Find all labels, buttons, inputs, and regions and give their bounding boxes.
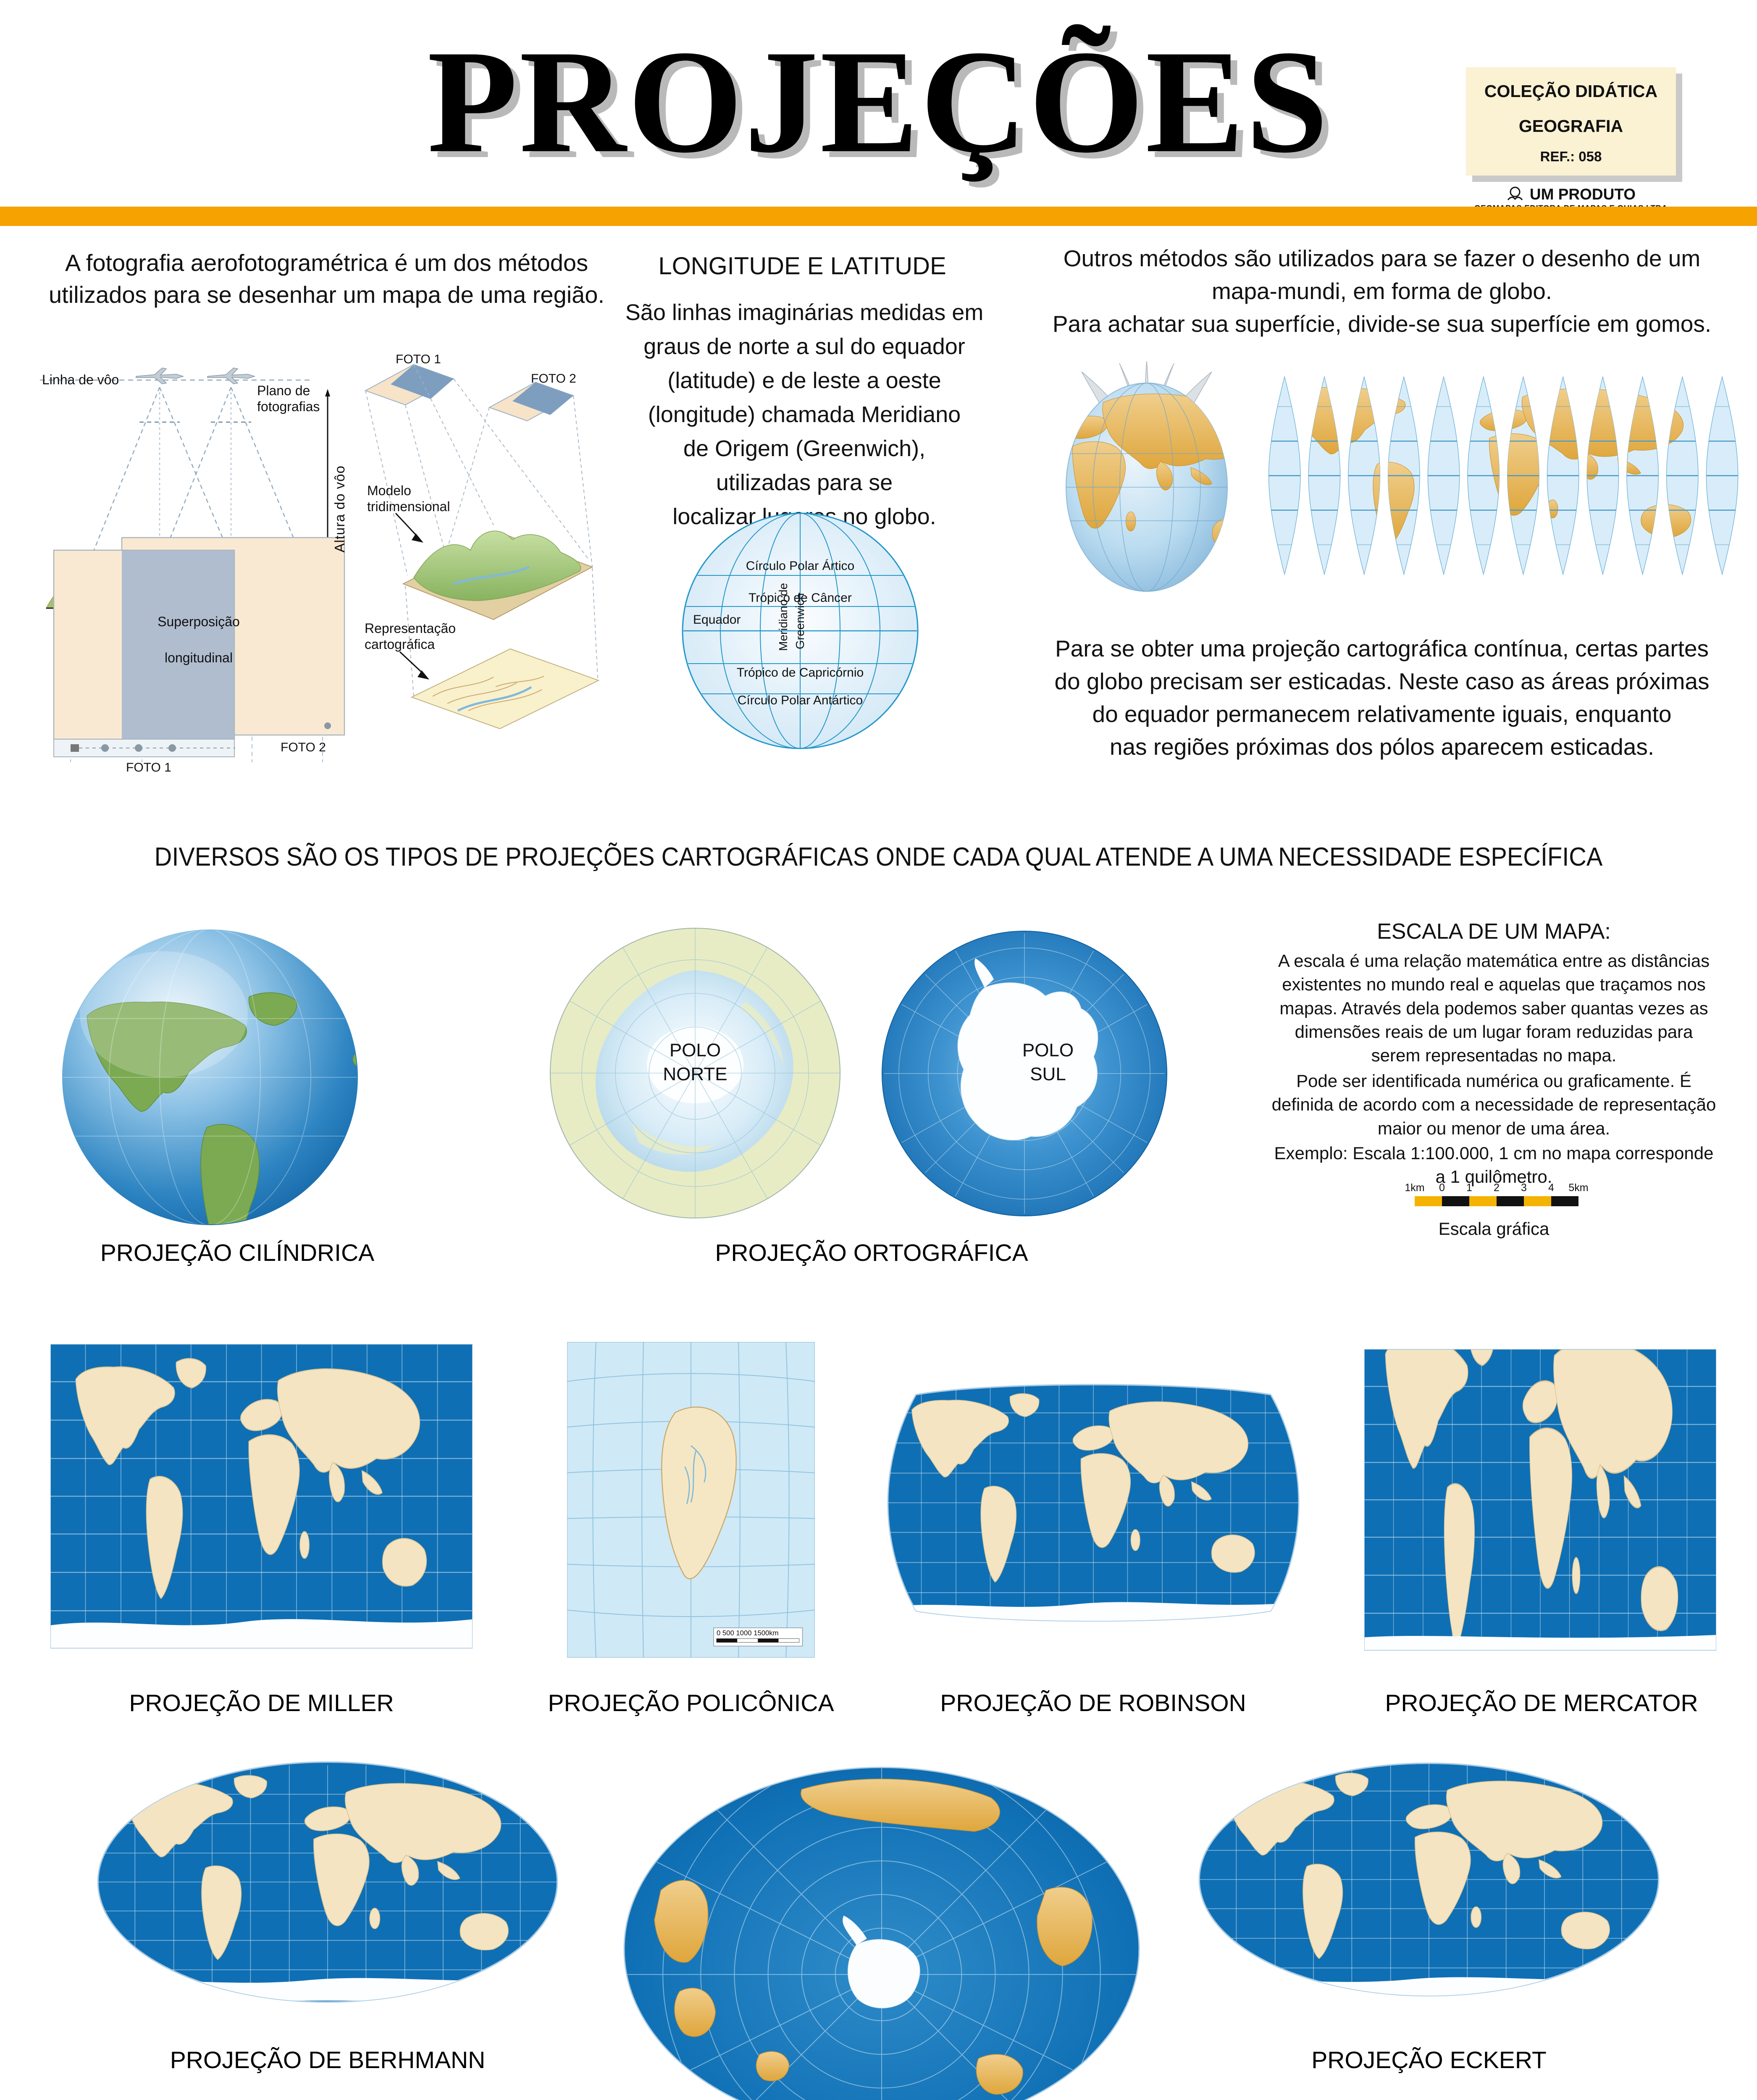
label-flight-height: Altura do vôo — [332, 465, 347, 553]
gores-paragraph-2: Para se obter uma projeção cartográfica … — [1054, 635, 1710, 760]
graphic-scale-bar: 1km 0 1 2 3 4 5km — [1405, 1182, 1589, 1206]
label-foto2-top: FOTO 2 — [531, 372, 576, 386]
eckert-projection-map — [1198, 1762, 1660, 1997]
label-proj-berhmann: PROJEÇÃO DE BERHMANN — [170, 2047, 486, 2074]
policonica-scale-text: 0 500 1000 1500km — [717, 1629, 779, 1637]
intro-text: A fotografia aerofotogramétrica é um dos… — [49, 249, 604, 308]
scale-tick: 2 — [1494, 1182, 1500, 1194]
scale-tick: 5km — [1568, 1182, 1589, 1194]
label-proj-policonica: PROJEÇÃO POLICÔNICA — [548, 1690, 834, 1717]
scale-tick: 3 — [1521, 1182, 1527, 1194]
label-equator: Equador — [693, 613, 741, 627]
orthographic-north-pole-globe — [550, 928, 840, 1218]
label-3d-model: Modelo tridimensional — [367, 483, 450, 514]
label-arctic-circle: Círculo Polar Ártico — [746, 559, 855, 573]
badge-ref: REF.: 058 — [1540, 149, 1602, 164]
label-greenwich-2: Greenwich — [793, 593, 806, 649]
latlong-globe-diagram — [682, 512, 919, 749]
label-tropic-cancer: Trópico de Câncer — [748, 591, 852, 605]
label-proj-robinson: PROJEÇÃO DE ROBINSON — [940, 1690, 1246, 1717]
scale-tick: 1km — [1405, 1182, 1425, 1194]
label-overlap-1: Superposição — [158, 614, 240, 629]
polyconic-projection-map: 0 500 1000 1500km — [567, 1342, 815, 1658]
escala-body-3: Exemplo: Escala 1:100.000, 1 cm no mapa … — [1274, 1143, 1714, 1187]
badge-line2: GEOGRAFIA — [1518, 116, 1623, 136]
latlong-title: LONGITUDE E LATITUDE — [658, 252, 946, 280]
label-foto1-top: FOTO 1 — [396, 352, 441, 366]
label-carto-representation: Representação cartográfica — [365, 621, 456, 652]
escala-caption: Escala gráfica — [1438, 1219, 1550, 1239]
label-greenwich-1: Meridiano de — [777, 583, 790, 651]
product-label: UM PRODUTO — [1529, 186, 1636, 203]
label-overlap-2: longitudinal — [165, 650, 233, 665]
label-polo-sul: POLO SUL — [1022, 1040, 1074, 1085]
label-proj-cilindrica: PROJEÇÃO CILÍNDRICA — [100, 1239, 375, 1266]
scale-tick: 1 — [1466, 1182, 1472, 1194]
label-polo-norte: POLO NORTE — [663, 1040, 727, 1085]
label-proj-ortografica: PROJEÇÃO ORTOGRÁFICA — [715, 1239, 1028, 1266]
miller-projection-map — [50, 1344, 473, 1648]
mercator-projection-map — [1364, 1349, 1716, 1651]
geomapas-logo-icon — [1507, 186, 1523, 200]
scale-tick: 0 — [1439, 1182, 1445, 1194]
projections-section-heading: DIVERSOS SÃO OS TIPOS DE PROJEÇÕES CARTO… — [154, 843, 1603, 872]
label-proj-eckert: PROJEÇÃO ECKERT — [1311, 2047, 1547, 2074]
label-proj-miller: PROJEÇÃO DE MILLER — [129, 1690, 394, 1717]
orthographic-south-pole-globe — [881, 930, 1168, 1217]
escala-body-2: Pode ser identificada numérica ou grafic… — [1271, 1071, 1716, 1138]
gores-paragraph-1: Outros métodos são utilizados para se fa… — [1052, 245, 1712, 337]
map-gores-illustration — [1268, 376, 1739, 575]
scale-tick: 4 — [1548, 1182, 1554, 1194]
peeled-globe-illustration — [1066, 361, 1228, 592]
oblique-polar-projection-map — [623, 1767, 1140, 2100]
label-foto2-bottom: FOTO 2 — [281, 740, 326, 754]
collection-badge: COLEÇÃO DIDÁTICA GEOGRAFIA REF.: 058 — [1466, 67, 1676, 176]
cylindrical-projection-globe — [62, 929, 358, 1225]
robinson-projection-map — [887, 1384, 1300, 1622]
label-antarctic-circle: Círculo Polar Antártico — [737, 693, 863, 707]
aerial-photogrammetry-diagram — [40, 364, 600, 762]
poster-title: PROJEÇÕES — [427, 20, 1330, 184]
label-photo-plane: Plano de fotografias — [257, 383, 320, 414]
berhmann-projection-map — [97, 1761, 558, 2003]
label-foto1-bottom: FOTO 1 — [126, 761, 171, 774]
escala-title: ESCALA DE UM MAPA: — [1377, 919, 1611, 944]
label-proj-mercator: PROJEÇÃO DE MERCATOR — [1385, 1690, 1698, 1717]
label-flight-line: Linha de vôo — [42, 372, 119, 387]
escala-body-1: A escala é uma relação matemática entre … — [1278, 951, 1710, 1066]
latlong-body: São linhas imaginárias medidas em graus … — [625, 300, 984, 529]
label-tropic-capricorn: Trópico de Capricórnio — [736, 666, 864, 680]
badge-line1: COLEÇÃO DIDÁTICA — [1484, 81, 1658, 101]
accent-bar — [0, 207, 1757, 226]
